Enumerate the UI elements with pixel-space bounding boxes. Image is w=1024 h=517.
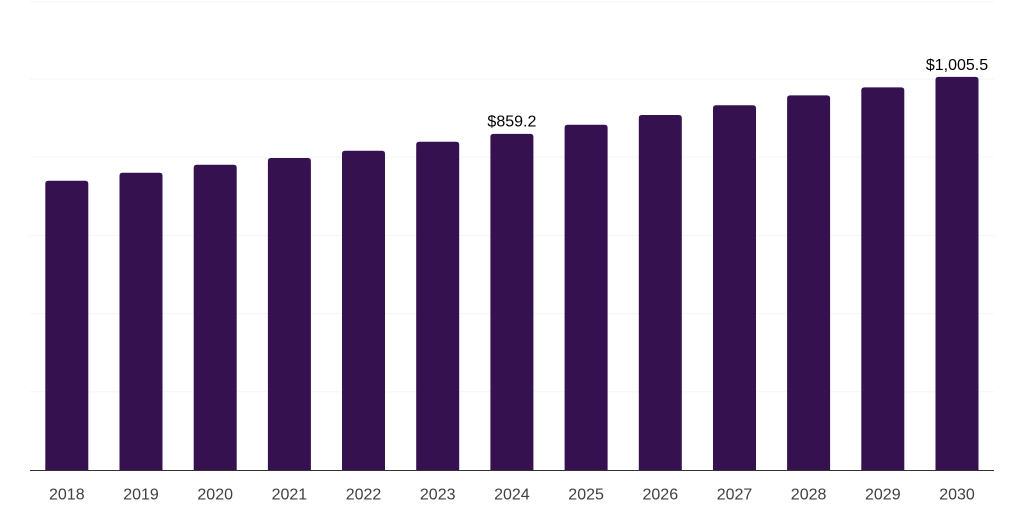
svg-text:2023: 2023 xyxy=(420,487,456,504)
svg-text:$1,005.5: $1,005.5 xyxy=(926,57,988,74)
svg-text:2020: 2020 xyxy=(197,487,233,504)
svg-text:2029: 2029 xyxy=(865,487,901,504)
svg-text:2028: 2028 xyxy=(791,487,827,504)
svg-text:2025: 2025 xyxy=(568,487,604,504)
svg-text:2019: 2019 xyxy=(123,487,159,504)
svg-text:2018: 2018 xyxy=(49,487,85,504)
svg-text:2030: 2030 xyxy=(939,487,975,504)
svg-text:$859.2: $859.2 xyxy=(487,114,536,131)
svg-text:2027: 2027 xyxy=(717,487,753,504)
svg-text:2024: 2024 xyxy=(494,487,530,504)
svg-text:2022: 2022 xyxy=(346,487,382,504)
svg-text:2021: 2021 xyxy=(272,487,308,504)
svg-text:2026: 2026 xyxy=(643,487,679,504)
